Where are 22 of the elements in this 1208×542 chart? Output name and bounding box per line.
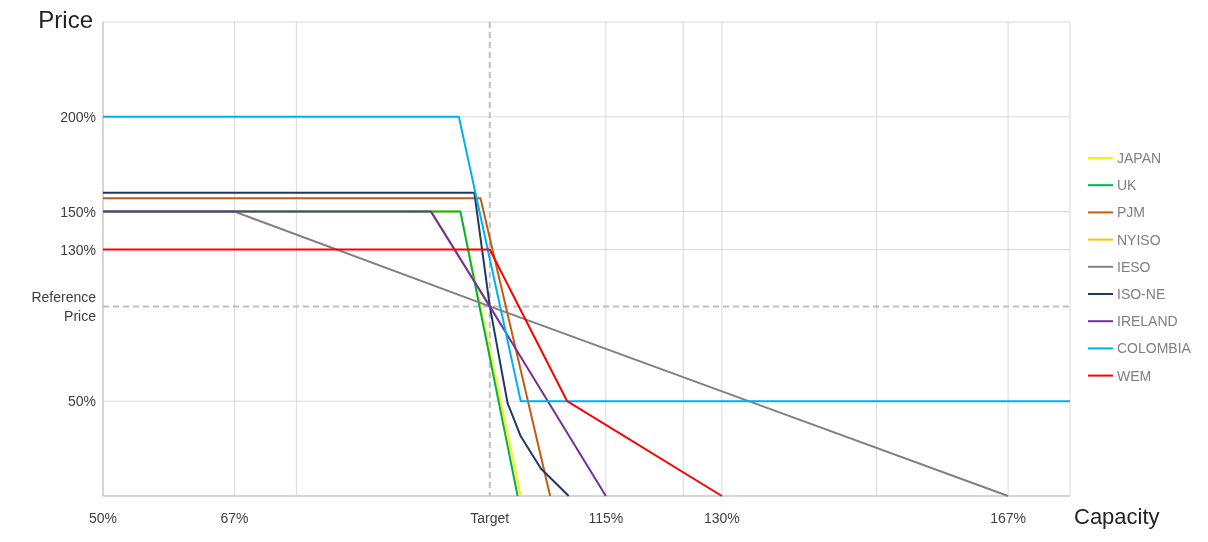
y-axis-title: Price: [38, 6, 93, 33]
legend-label: NYISO: [1117, 231, 1161, 248]
x-tick-label: 67%: [220, 510, 249, 526]
y-tick-label: 50%: [67, 393, 96, 410]
legend-label: IESO: [1117, 258, 1151, 275]
legend-label: WEM: [1117, 367, 1152, 384]
x-axis-title: Capacity: [1074, 504, 1160, 529]
legend-label: JAPAN: [1117, 150, 1162, 166]
x-tick-label: 50%: [88, 510, 118, 526]
legend-label: COLOMBIA: [1117, 340, 1192, 357]
x-tick-label: 115%: [588, 510, 624, 526]
legend-label: PJM: [1117, 204, 1145, 221]
x-tick-label: 167%: [990, 510, 1027, 526]
y-tick-label: 200%: [60, 108, 96, 125]
y-tick-label: 130%: [60, 241, 96, 258]
x-tick-label: 130%: [703, 510, 740, 526]
y-tick-label: 150%: [60, 203, 96, 220]
ref-line-label: Reference Price: [31, 288, 97, 324]
legend-label: ISO-NE: [1117, 286, 1166, 302]
ref-line-label: Target: [470, 510, 510, 526]
legend-label: UK: [1117, 177, 1138, 194]
legend-label: IRELAND: [1117, 313, 1178, 330]
